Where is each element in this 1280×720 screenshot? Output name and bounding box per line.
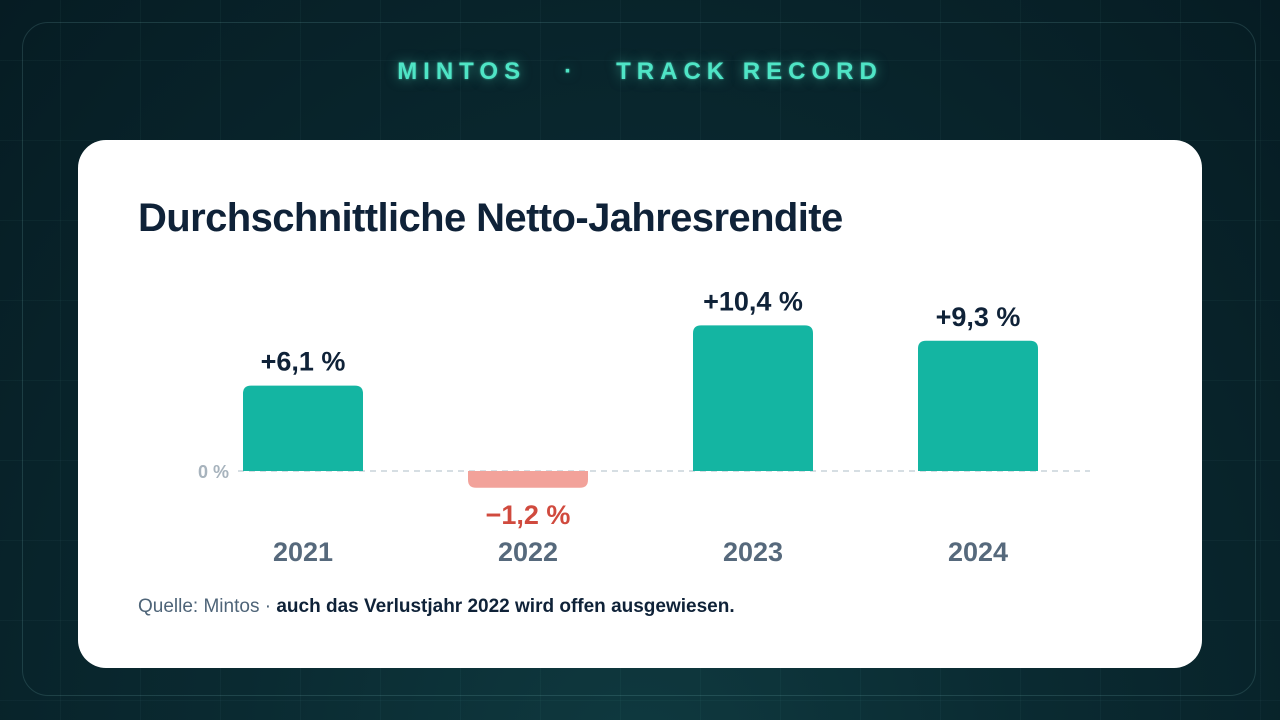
category-label-2021: 2021	[273, 537, 333, 567]
value-label-2021: +6,1 %	[261, 347, 346, 377]
header-separator: ·	[564, 58, 579, 85]
bar-2021	[243, 385, 363, 471]
value-label-2022: −1,2 %	[486, 500, 571, 530]
value-label-2023: +10,4 %	[703, 286, 803, 316]
category-label-2024: 2024	[948, 537, 1008, 567]
header-subtitle: TRACK RECORD	[616, 58, 883, 85]
outer-frame	[22, 22, 1256, 696]
category-label-2022: 2022	[498, 537, 558, 567]
value-label-2024: +9,3 %	[936, 302, 1021, 332]
source-separator: ·	[259, 596, 277, 617]
source-note: Quelle: Mintos · auch das Verlustjahr 20…	[138, 596, 735, 618]
zero-axis-label: 0 %	[198, 462, 229, 482]
source-label: Quelle: Mintos	[138, 596, 260, 617]
bar-chart: 0 % +6,1 % 2021 −1,2 % 2022 +10,4 % 2023 +9,3 %…	[198, 286, 1090, 567]
category-label-2023: 2023	[723, 537, 783, 567]
bar-2024	[918, 340, 1038, 471]
header: MINTOS · TRACK RECORD	[0, 58, 1280, 86]
header-brand: MINTOS	[397, 58, 527, 85]
source-text: auch das Verlustjahr 2022 wird offen aus…	[276, 596, 735, 617]
chart-card: Durchschnittliche Netto-Jahresrendite 0 …	[78, 140, 1202, 668]
chart-title: Durchschnittliche Netto-Jahresrendite	[138, 196, 843, 240]
bar-2022	[468, 471, 588, 488]
bar-2023	[693, 325, 813, 471]
